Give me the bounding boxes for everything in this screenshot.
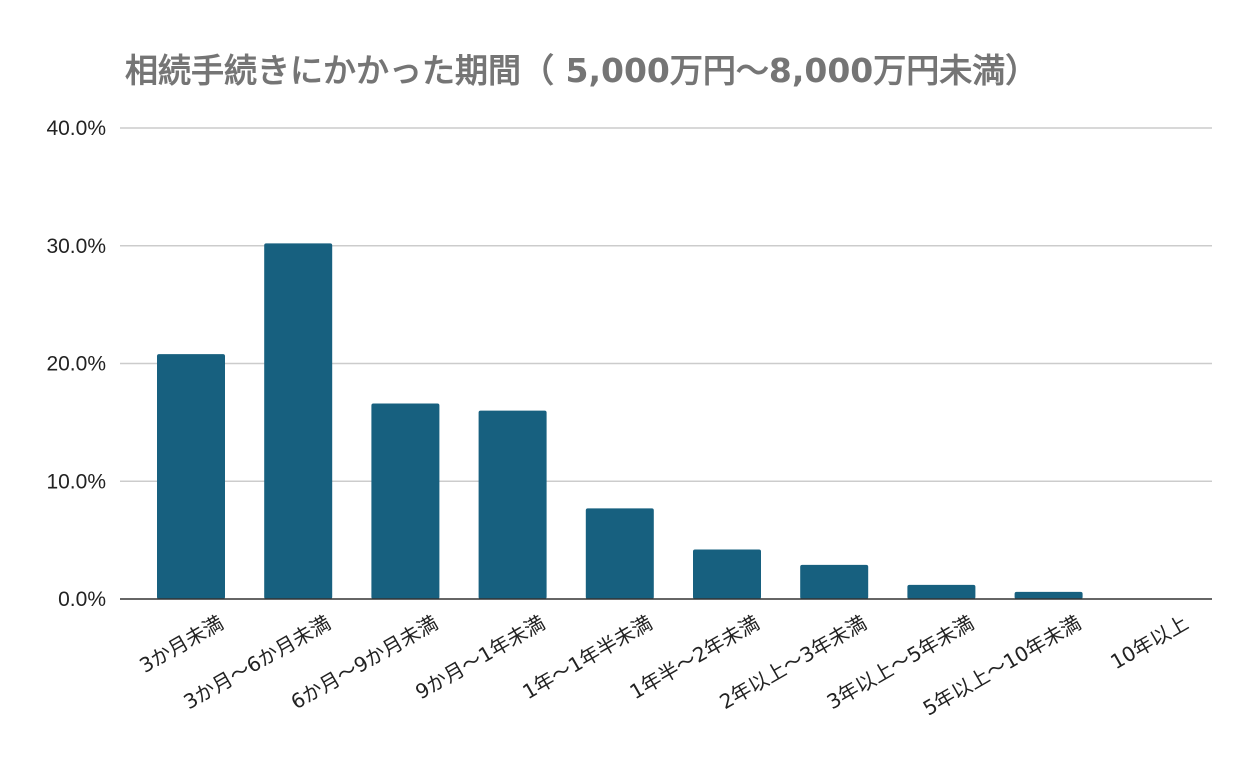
x-tick-label: 10年以上 — [1106, 611, 1192, 675]
bar — [478, 410, 547, 599]
y-tick-label: 20.0% — [46, 353, 106, 376]
bar — [800, 564, 869, 599]
bar — [157, 354, 225, 599]
bar — [1014, 591, 1083, 599]
chart-title: 相続手続きにかかった期間（ 5,000万円～8,000万円未満） — [125, 51, 1038, 90]
bar — [585, 508, 654, 599]
y-tick-label: 0.0% — [58, 588, 106, 611]
bar — [907, 584, 976, 599]
bars — [157, 243, 1083, 599]
y-tick-label: 30.0% — [46, 235, 106, 258]
bar — [264, 243, 333, 599]
y-tick-label: 10.0% — [46, 470, 106, 493]
x-axis-tick-labels: 3か月未満3か月～6か月未満6か月～9か月未満9か月～1年未満1年～1年半未満1… — [135, 611, 1192, 721]
bar — [371, 403, 440, 599]
bar — [693, 549, 761, 599]
y-axis-tick-labels: 0.0% 10.0% 20.0% 30.0% 40.0% — [46, 117, 106, 611]
x-tick-label: 3か月未満 — [135, 611, 227, 678]
y-tick-label: 40.0% — [46, 117, 106, 140]
